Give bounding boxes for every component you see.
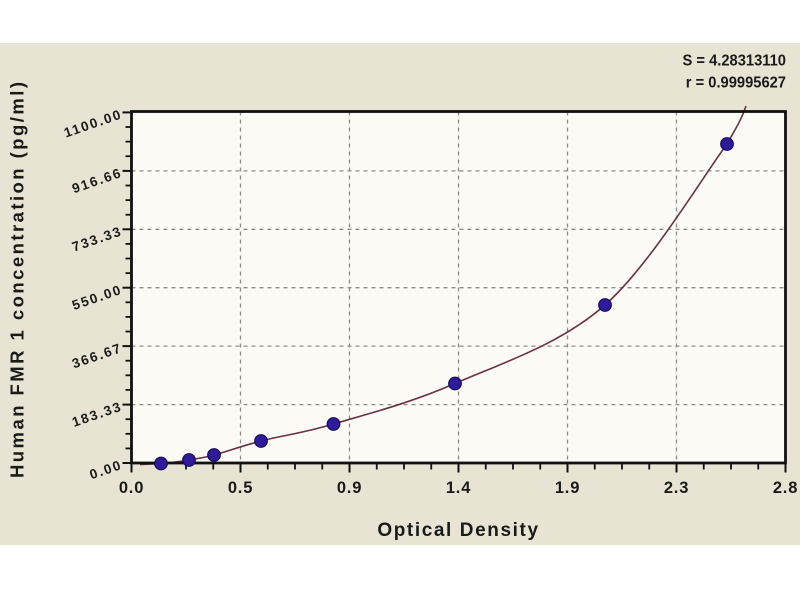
svg-text:Human FMR 1 concentration (pg/: Human FMR 1 concentration (pg/ml) [7,80,28,478]
svg-text:1.4: 1.4 [446,479,471,497]
svg-text:r = 0.99995627: r = 0.99995627 [686,74,786,92]
svg-text:2.8: 2.8 [773,479,798,497]
svg-text:1.9: 1.9 [555,479,580,497]
svg-text:0.5: 0.5 [228,479,253,497]
svg-text:2.3: 2.3 [664,479,689,497]
svg-text:0.0: 0.0 [119,479,144,497]
svg-text:0.9: 0.9 [337,479,362,497]
svg-text:Optical Density: Optical Density [377,520,539,541]
svg-text:S = 4.28313110: S = 4.28313110 [683,52,786,70]
